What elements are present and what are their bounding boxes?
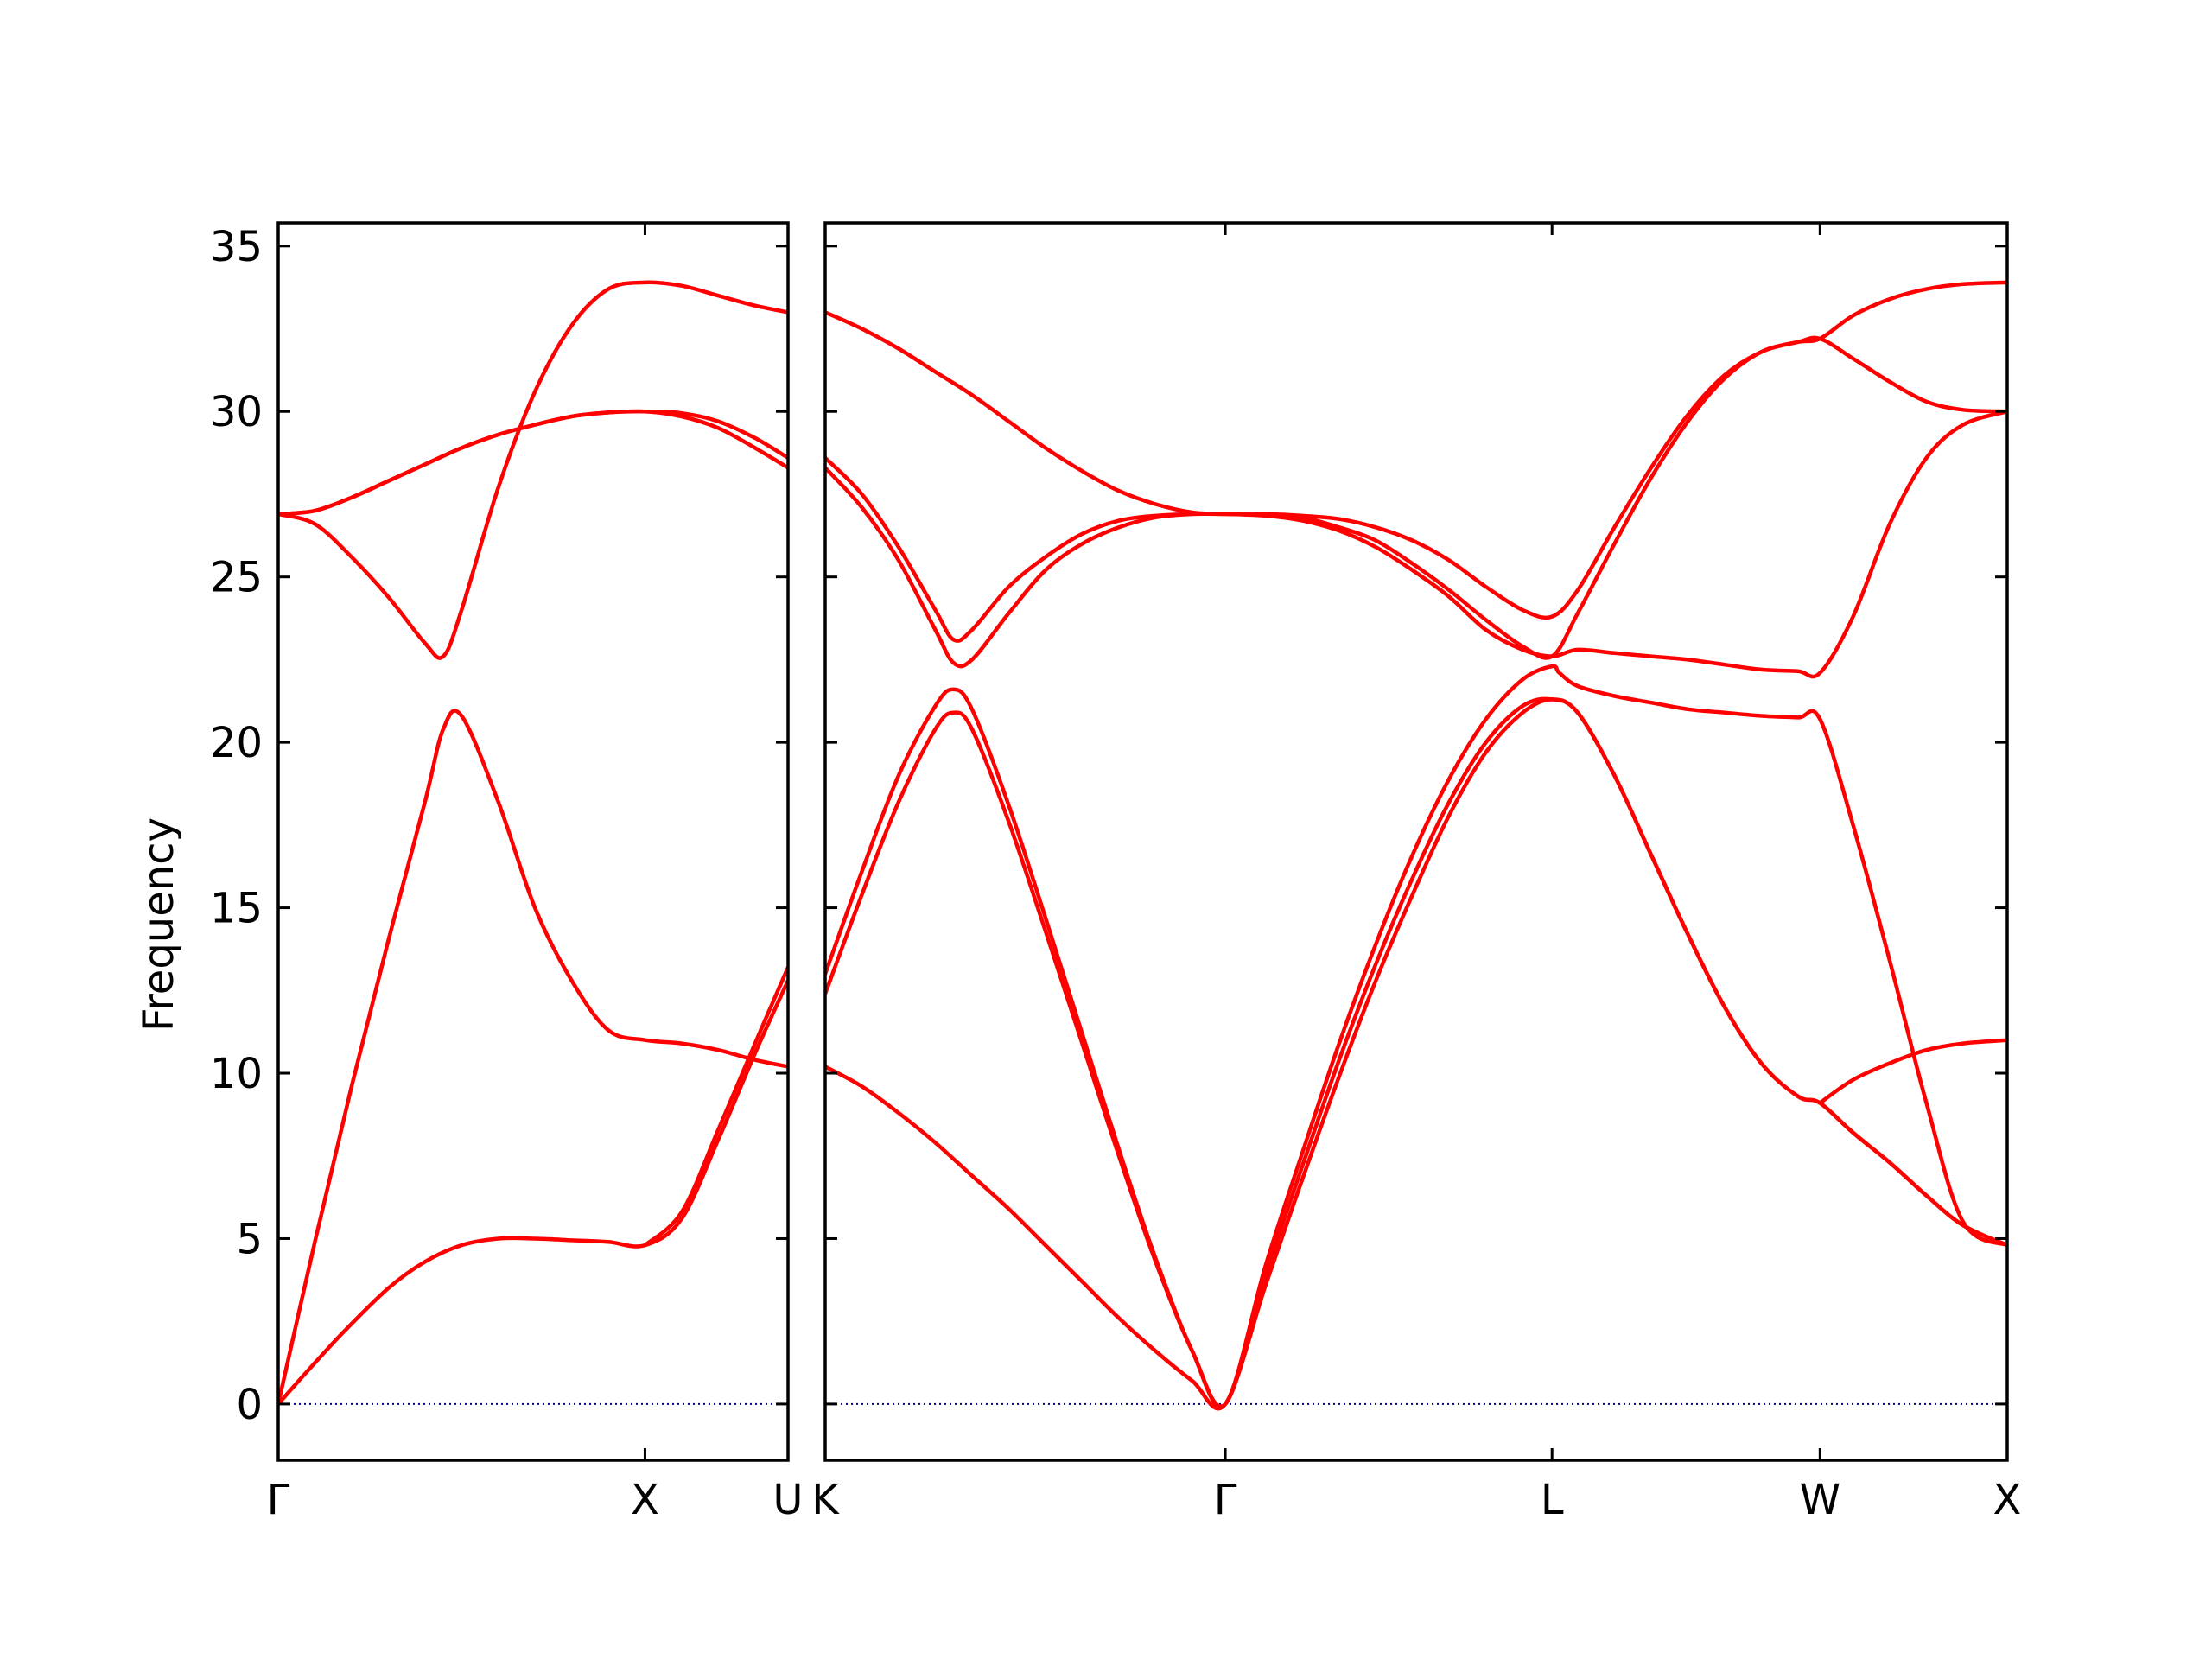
kpoint-label: X <box>631 1476 659 1524</box>
y-tick-label: 5 <box>236 1215 263 1263</box>
y-tick-label: 25 <box>210 554 263 602</box>
band-line-4 <box>825 409 2007 679</box>
band-group <box>825 280 2007 1411</box>
kpoint-label: L <box>1541 1476 1564 1524</box>
kpoint-label: K <box>811 1476 840 1524</box>
y-tick-label: 20 <box>210 719 263 767</box>
band-line-5 <box>278 409 788 517</box>
band-line-2 <box>825 696 2007 1408</box>
kpoint-label: Γ <box>267 1476 290 1524</box>
band-line-1 <box>278 978 788 1407</box>
band-line-6 <box>643 965 788 1248</box>
band-group <box>278 280 788 1407</box>
y-tick-label: 10 <box>210 1050 263 1098</box>
kpoint-label: Γ <box>1214 1476 1237 1524</box>
band-line-2 <box>278 709 788 1407</box>
axes-frame <box>276 221 790 1462</box>
y-tick-label: 30 <box>210 388 263 436</box>
kpoint-label: U <box>772 1476 803 1524</box>
panel-gamma-x-u: 0 5 10 15 20 25 30 35 Γ X U <box>210 221 804 1524</box>
band-line-3 <box>278 280 788 660</box>
y-axis-label: Frequency <box>135 817 183 1032</box>
band-line-7 <box>1818 1038 2007 1105</box>
y-tick-label: 35 <box>210 223 263 271</box>
band-line-3 <box>825 664 2007 1409</box>
axes-frame <box>823 221 2009 1462</box>
band-line-5 <box>825 280 2007 660</box>
kpoint-label: W <box>1800 1476 1840 1524</box>
kpoint-label: X <box>1993 1476 2022 1524</box>
y-tick-label: 0 <box>236 1381 263 1429</box>
band-line-6 <box>825 310 2007 620</box>
y-tick-label: 15 <box>210 885 263 933</box>
